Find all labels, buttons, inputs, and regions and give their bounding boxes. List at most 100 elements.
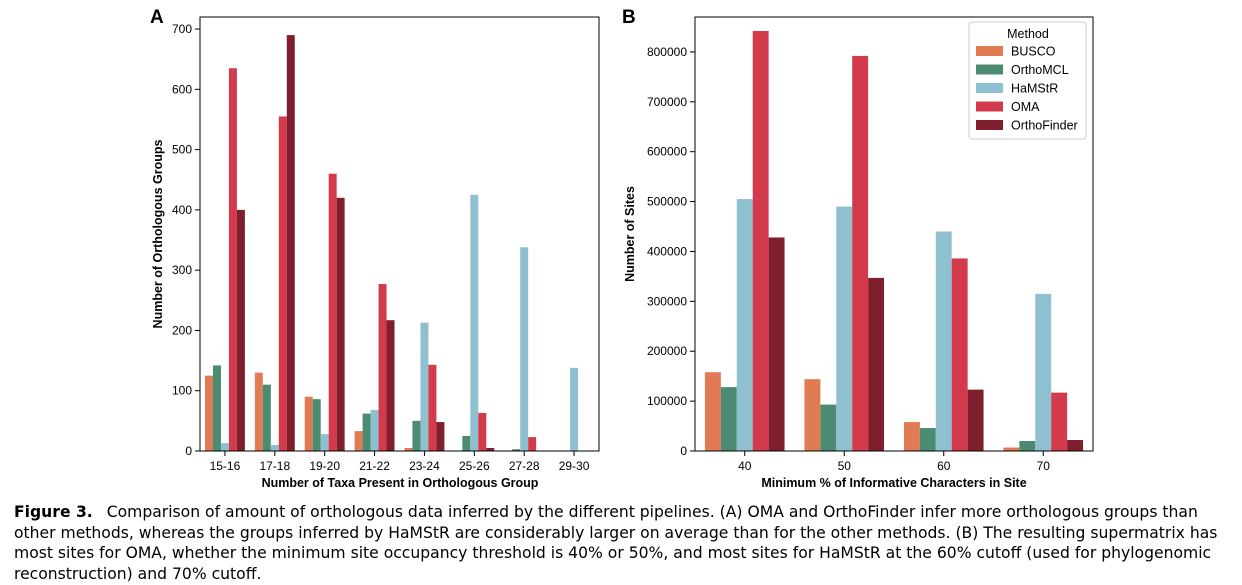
legend-swatch-orthofinder [976,120,1003,130]
bar-orthomcl-19-20 [312,399,321,451]
y-tick-label: 700 [172,22,192,36]
bar-oma-70 [1051,392,1068,451]
bar-busco-70 [1003,447,1020,451]
x-tick-label: 23-24 [409,459,440,473]
bar-hamstr-23-24 [420,322,429,451]
panel-a-label: A [150,7,164,28]
y-tick-label: 0 [185,444,192,458]
bar-busco-17-18 [254,372,263,451]
y-tick-label: 400 [172,203,192,217]
bar-hamstr-50 [836,206,853,451]
bar-orthomcl-60 [919,428,936,451]
y-tick-label: 200 [172,323,192,337]
bar-orthofinder-25-26 [486,447,495,451]
panel-b-chart: B 0 100000 200000 300000 400000 500000 600000 7… [622,7,1094,490]
bar-oma-21-22 [378,284,387,451]
panel-b-x-ticks: 40 50 60 70 [738,451,1050,473]
panel-a-y-axis-label: Number of Orthologous Groups [151,140,165,329]
panel-a-axes-frame [199,16,600,452]
bar-orthofinder-23-24 [436,422,445,451]
bar-hamstr-60 [935,231,952,451]
panel-b-x-axis-label: Minimum % of Informative Characters in S… [761,476,1026,490]
x-tick-label: 60 [937,459,951,473]
legend-label-hamstr: HaMStR [1011,82,1058,96]
bar-busco-60 [903,422,920,451]
x-tick-label: 27-28 [509,459,540,473]
bar-orthofinder-15-16 [236,209,245,451]
legend: Method BUSCO OrthoMCL HaMStR OMA OrthoFinder [968,21,1087,140]
y-tick-label: 800000 [647,45,687,59]
bar-orthofinder-70 [1067,440,1084,451]
bar-hamstr-25-26 [470,194,479,451]
bar-hamstr-21-22 [370,410,379,451]
panel-b-bars [704,30,1084,451]
x-tick-label: 40 [738,459,752,473]
panel-a-x-ticks: 15-16 17-18 19-20 21-22 23-24 25-26 27-28 29-30 [210,451,590,473]
bar-oma-27-28 [528,437,537,451]
panel-a-y-ticks: 0 100 200 300 400 500 600 700 [172,22,200,458]
x-tick-label: 25-26 [459,459,490,473]
bar-hamstr-29-30 [570,367,579,451]
x-tick-label: 21-22 [359,459,390,473]
x-tick-label: 17-18 [259,459,290,473]
bar-orthomcl-25-26 [462,435,471,451]
legend-label-orthomcl: OrthoMCL [1011,63,1069,77]
bar-oma-60 [951,258,968,451]
y-tick-label: 300 [172,263,192,277]
y-tick-label: 700000 [647,95,687,109]
y-tick-label: 100 [172,384,192,398]
bar-busco-15-16 [204,375,213,451]
bar-oma-17-18 [278,116,287,452]
bar-oma-25-26 [478,413,487,451]
figure-caption: Figure 3. Comparison of amount of ortholo… [14,502,1228,584]
bar-orthomcl-17-18 [262,384,271,451]
bar-orthofinder-60 [967,389,984,451]
bar-hamstr-19-20 [320,434,329,451]
legend-label-oma: OMA [1011,100,1040,114]
legend-items: BUSCO OrthoMCL HaMStR OMA OrthoFinder [976,45,1078,133]
bar-oma-15-16 [228,68,237,452]
y-tick-label: 300000 [647,294,687,308]
panel-b-y-axis-label: Number of Sites [623,186,637,282]
bar-busco-23-24 [404,447,413,451]
y-tick-label: 500000 [647,195,687,209]
x-tick-label: 29-30 [559,459,590,473]
y-tick-label: 0 [680,444,687,458]
bar-hamstr-17-18 [270,444,279,451]
caption-text: Comparison of amount of orthologous data… [14,503,1218,583]
legend-title: Method [1007,27,1049,41]
bar-orthomcl-27-28 [512,449,521,451]
bar-hamstr-15-16 [220,443,229,451]
y-tick-label: 600 [172,82,192,96]
caption-label: Figure 3. [14,503,93,521]
bar-oma-19-20 [328,173,337,451]
y-tick-label: 400000 [647,244,687,258]
bar-orthofinder-40 [768,237,785,451]
x-tick-label: 19-20 [309,459,340,473]
panel-b-label: B [622,7,636,28]
panel-a-bars [204,35,579,452]
legend-label-orthofinder: OrthoFinder [1011,119,1078,133]
panel-b-axes-frame [694,16,1094,452]
x-tick-label: 15-16 [210,459,241,473]
y-tick-label: 200000 [647,344,687,358]
bar-busco-21-22 [354,431,363,451]
x-tick-label: 70 [1037,459,1051,473]
bar-oma-50 [852,55,869,451]
y-tick-label: 100000 [647,394,687,408]
bar-orthofinder-19-20 [336,197,345,451]
bar-busco-19-20 [304,396,313,451]
bar-orthomcl-50 [820,404,837,451]
x-tick-label: 50 [838,459,852,473]
bar-hamstr-70 [1035,293,1052,451]
bar-hamstr-27-28 [520,247,529,451]
y-tick-label: 500 [172,143,192,157]
bar-orthomcl-40 [720,387,737,451]
bar-orthomcl-23-24 [412,420,421,451]
panel-a-chart: A 0 100 200 300 400 500 600 700 15-16 17-18 19-20… [150,7,600,490]
bar-busco-40 [704,372,721,451]
bar-orthomcl-15-16 [212,365,221,451]
legend-swatch-oma [976,101,1003,112]
bar-busco-50 [804,379,821,451]
